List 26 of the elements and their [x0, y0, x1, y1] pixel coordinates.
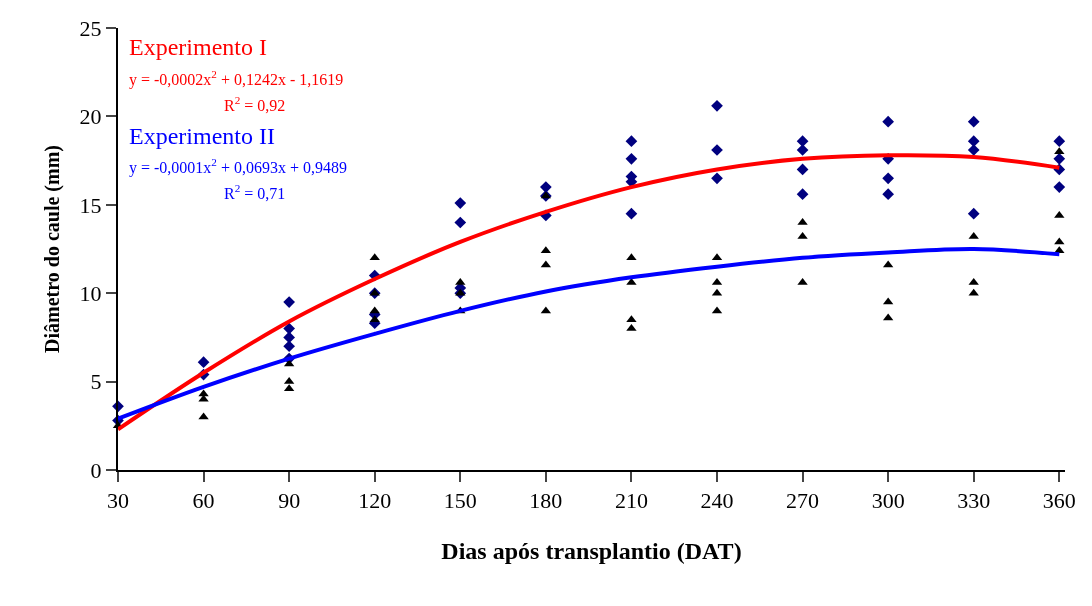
annotation: R$^{2}$ = 0,92 — [224, 94, 286, 114]
y-axis-title: Diâmetro do caule (mm) — [40, 145, 64, 353]
annotation: R$^{2}$ = 0,71 — [224, 182, 286, 202]
x-tick-label: 30 — [107, 488, 129, 514]
text: Experimento II — [129, 123, 275, 149]
x-tick-label: 360 — [1042, 488, 1076, 514]
x-tick-label: 60 — [192, 488, 215, 514]
x-tick-label: 180 — [529, 488, 563, 514]
x-tick-label: 150 — [443, 488, 477, 514]
x-tick-label: 270 — [786, 488, 820, 514]
annotation: y = -0,0001x$^{2}$ + 0,0693x + 0,9489 — [129, 156, 347, 177]
x-tick-label: 120 — [358, 488, 392, 514]
x-tick-label: 300 — [871, 488, 905, 514]
y-tick-label: 5 — [90, 369, 102, 395]
annotation: y = -0,0002x$^{2}$ + 0,1242x - 1,1619 — [129, 68, 344, 89]
x-axis-title: Dias após transplantio (DAT) — [441, 538, 742, 565]
text: Experimento I — [129, 34, 267, 60]
y-tick-label: 25 — [79, 15, 102, 41]
x-tick-label: 90 — [278, 488, 301, 514]
y-tick-label: 0 — [90, 457, 102, 483]
y-tick-label: 15 — [79, 192, 102, 218]
x-tick-label: 330 — [957, 488, 991, 514]
x-tick-label: 210 — [614, 488, 648, 514]
x-tick-label: 240 — [700, 488, 734, 514]
y-tick-label: 20 — [79, 104, 102, 130]
y-tick-label: 10 — [79, 280, 102, 306]
